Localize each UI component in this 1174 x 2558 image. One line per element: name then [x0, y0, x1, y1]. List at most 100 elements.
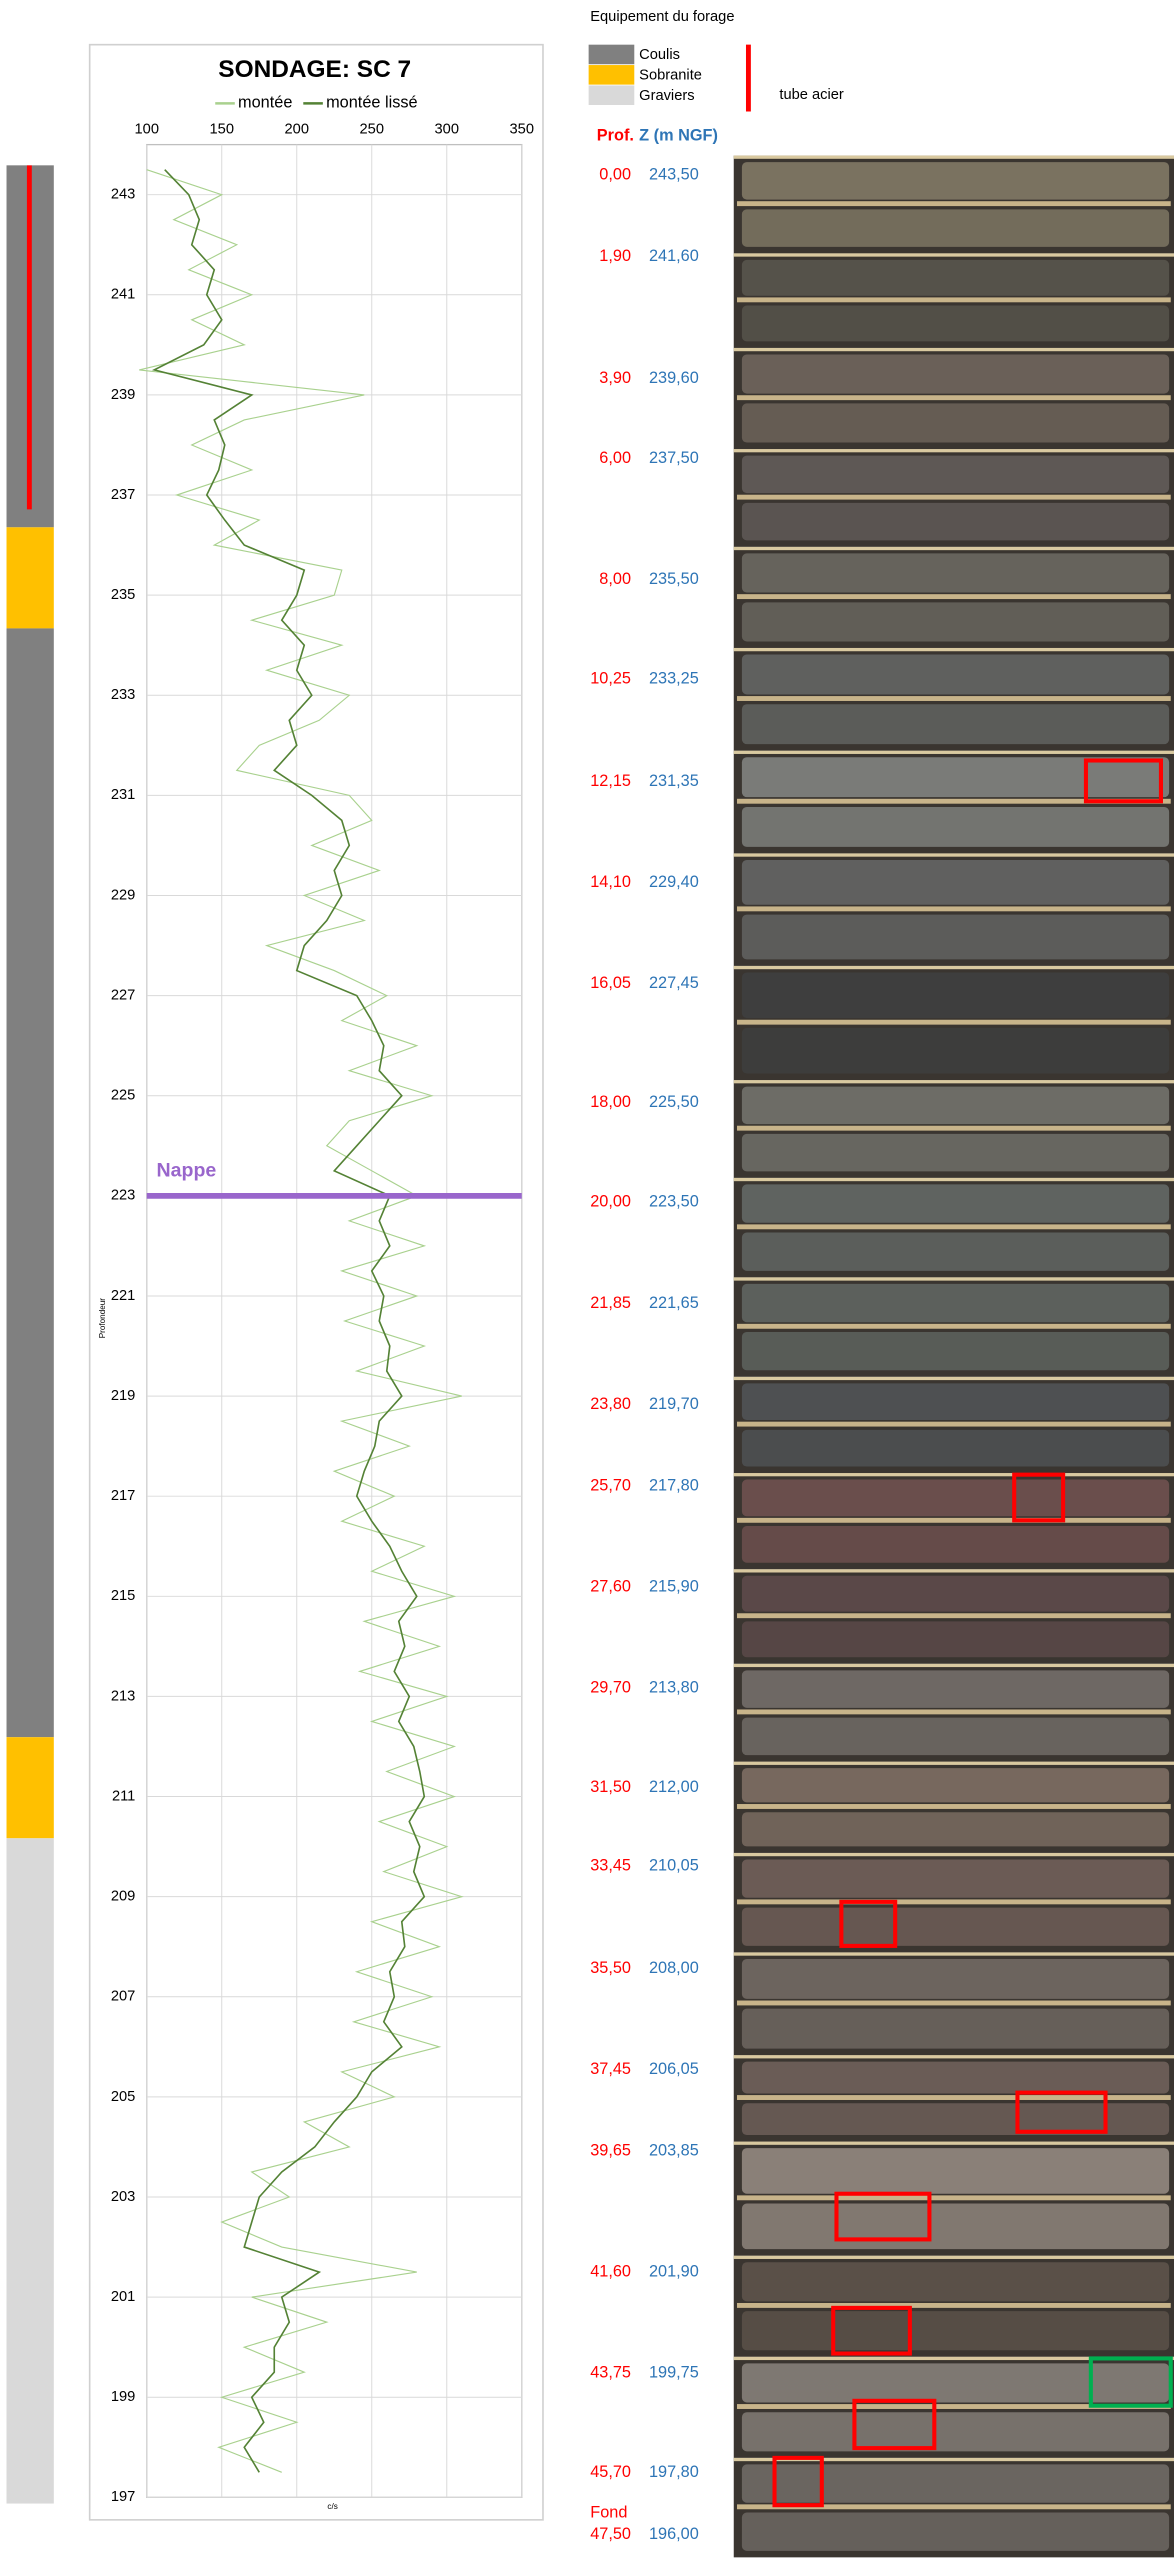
data-line — [151, 169, 426, 2473]
x-tick-label: 350 — [510, 121, 534, 137]
x-axis-label: c/s — [327, 2502, 337, 2511]
tray-divider — [737, 1125, 1171, 1131]
elevation: 243,50 — [649, 165, 699, 183]
depth: 33,45 — [590, 1856, 631, 1874]
core-sample — [741, 1479, 1170, 1517]
legend-label: montée — [238, 94, 292, 112]
end-elevation: 196,00 — [649, 2525, 699, 2543]
tray-divider — [737, 2404, 1171, 2409]
tray-edge — [733, 1761, 1174, 1765]
core-sample — [741, 553, 1170, 593]
depth: 20,00 — [590, 1193, 631, 1211]
tray-edge — [733, 1473, 1174, 1477]
depth: 6,00 — [599, 449, 631, 467]
data-line — [139, 169, 464, 2473]
tray-edge — [733, 546, 1174, 551]
core-sample — [741, 1958, 1170, 1999]
chart-title: SONDAGE: SC 7 — [218, 56, 411, 83]
tray-edge — [733, 2457, 1174, 2462]
core-sample — [741, 354, 1170, 394]
depth: 41,60 — [590, 2262, 631, 2280]
tray-divider — [737, 1323, 1171, 1329]
tray-divider — [737, 1899, 1171, 1905]
end-depth: 47,50 — [590, 2525, 631, 2543]
highlight-box — [831, 2305, 912, 2356]
core-sample — [741, 2311, 1170, 2351]
y-tick-label: 211 — [112, 1788, 135, 1804]
core-sample — [741, 1027, 1170, 1074]
elevation: 239,60 — [649, 369, 699, 387]
highlight-box — [834, 2191, 932, 2242]
y-tick-label: 203 — [111, 2189, 135, 2205]
tray-edge — [733, 1952, 1174, 1956]
plot-area — [146, 143, 523, 2499]
core-sample — [741, 914, 1170, 960]
core-sample — [741, 305, 1170, 342]
core-sample — [741, 859, 1170, 905]
core-sample — [741, 1184, 1170, 1223]
depth: 25,70 — [590, 1476, 631, 1494]
tray-divider — [737, 297, 1171, 303]
elevation: 197,80 — [649, 2463, 699, 2481]
elevation: 217,80 — [649, 1476, 699, 1494]
annotation: Nappe — [157, 1160, 217, 1182]
tray-divider — [737, 1804, 1171, 1809]
core-sample — [741, 654, 1170, 695]
depth: 16,05 — [590, 974, 631, 992]
elevation: 237,50 — [649, 449, 699, 467]
tray-edge — [733, 853, 1174, 857]
tray-divider — [737, 906, 1171, 912]
core-sample — [741, 502, 1170, 541]
tray-edge — [733, 1852, 1174, 1857]
tray-divider — [737, 494, 1171, 500]
elevation: 213,80 — [649, 1679, 699, 1697]
core-sample — [741, 259, 1170, 296]
y-tick-label: 223 — [111, 1188, 135, 1204]
depth: 12,15 — [590, 772, 631, 790]
y-tick-label: 213 — [111, 1688, 135, 1704]
elevation: 225,50 — [649, 1093, 699, 1111]
y-tick-label: 207 — [111, 1989, 135, 2005]
tray-divider — [737, 594, 1171, 600]
equipment-zone — [6, 1838, 54, 2504]
elevation: 231,35 — [649, 772, 699, 790]
depth: 0,00 — [599, 165, 631, 183]
tray-edge — [733, 1569, 1174, 1573]
y-tick-label: 217 — [111, 1488, 135, 1504]
tray-divider — [737, 1421, 1171, 1427]
tray-divider — [737, 1224, 1171, 1230]
y-tick-label: 209 — [111, 1889, 135, 1905]
core-sample — [741, 2061, 1170, 2094]
tray-edge — [733, 2356, 1174, 2361]
elevation: 203,85 — [649, 2142, 699, 2160]
y-tick-label: 199 — [111, 2389, 135, 2405]
y-tick-label: 231 — [111, 787, 135, 803]
tray-divider — [737, 201, 1171, 207]
tray-divider — [737, 696, 1171, 701]
core-sample — [741, 757, 1170, 798]
core-sample — [741, 1670, 1170, 1708]
x-tick-label: 250 — [360, 121, 384, 137]
tray-edge — [733, 647, 1174, 652]
y-tick-label: 237 — [111, 487, 135, 503]
core-sample — [741, 1812, 1170, 1847]
core-sample — [741, 1717, 1170, 1756]
y-tick-label: 219 — [111, 1388, 135, 1404]
core-sample — [741, 2412, 1170, 2452]
depth: 14,10 — [590, 873, 631, 891]
y-tick-label: 197 — [111, 2489, 135, 2505]
legend-label: Graviers — [639, 88, 694, 104]
x-tick-label: 200 — [285, 121, 309, 137]
core-sample — [741, 806, 1170, 847]
highlight-box — [1012, 1472, 1066, 1523]
depth: 31,50 — [590, 1778, 631, 1796]
tray-divider — [737, 2195, 1171, 2201]
tray-edge — [733, 2055, 1174, 2059]
equipment-title: Equipement du forage — [590, 9, 734, 25]
y-tick-label: 229 — [111, 887, 135, 903]
depth: 35,50 — [590, 1959, 631, 1977]
depth: 21,85 — [590, 1294, 631, 1312]
y-tick-label: 205 — [111, 2089, 135, 2105]
tray-divider — [737, 2095, 1171, 2100]
